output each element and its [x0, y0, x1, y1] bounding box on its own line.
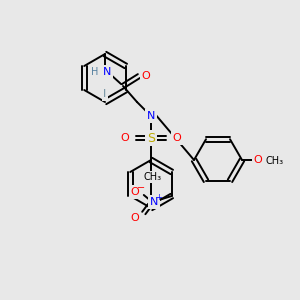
Text: +: + — [155, 193, 162, 202]
Text: O: O — [130, 213, 139, 223]
Text: CH₃: CH₃ — [266, 156, 284, 166]
Text: N: N — [147, 111, 155, 121]
Text: I: I — [103, 89, 106, 99]
Text: O: O — [121, 133, 129, 143]
Text: O: O — [130, 187, 139, 197]
Text: −: − — [137, 183, 145, 193]
Text: N: N — [150, 197, 158, 207]
Text: O: O — [142, 71, 150, 81]
Text: O: O — [172, 133, 182, 143]
Text: S: S — [147, 131, 155, 145]
Text: CH₃: CH₃ — [144, 172, 162, 182]
Text: N: N — [103, 67, 111, 77]
Text: O: O — [254, 155, 262, 165]
Text: H: H — [91, 67, 99, 77]
